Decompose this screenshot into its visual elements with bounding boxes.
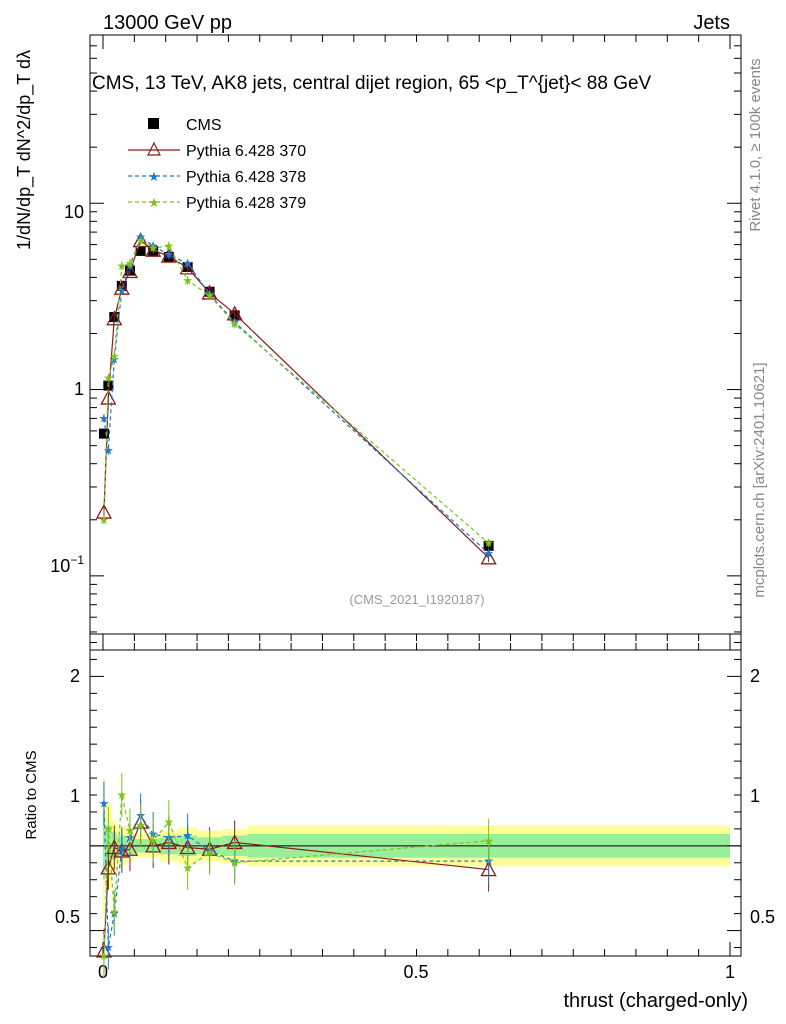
ratio-point-378: ★	[182, 829, 193, 843]
main-point-cms	[135, 245, 146, 256]
ratio-ytick-0p5: 0.5	[55, 907, 80, 927]
main-point-379: ★	[182, 273, 193, 287]
ratio-line-378	[103, 803, 489, 948]
main-point-379: ★	[135, 234, 146, 248]
ratio-ytick-1-right: 1	[750, 786, 760, 806]
main-line-370	[103, 239, 490, 559]
main-point-378: ★	[182, 256, 193, 270]
main-point-379: ★	[148, 241, 159, 255]
ratio-point-379: ★	[116, 788, 127, 802]
ratio-line-379	[103, 794, 489, 957]
main-line-379	[103, 239, 489, 544]
main-point-cms	[98, 428, 109, 439]
ratio-point-378: ★	[99, 796, 110, 810]
main-point-379: ★	[163, 239, 174, 253]
ratio-ytick-2: 2	[70, 666, 80, 686]
ratio-point-379: ★	[163, 815, 174, 829]
ratio-ytick-2-right: 2	[750, 666, 760, 686]
main-ytick-10: 10	[64, 202, 84, 222]
plot-title: CMS, 13 TeV, AK8 jets, central dijet reg…	[92, 73, 652, 94]
legend-marker-378: ★	[148, 169, 160, 184]
xtick-0: 0	[98, 962, 108, 982]
main-point-379: ★	[229, 317, 240, 331]
legend-marker-370	[147, 141, 161, 156]
ratio-point-379: ★	[135, 819, 146, 833]
main-point-378: ★	[116, 284, 127, 298]
ratio-ticks	[90, 634, 741, 956]
main-point-379: ★	[99, 513, 110, 527]
main-point-378: ★	[99, 411, 110, 425]
mcplots-label: mcplots.cern.ch [arXiv:2401.10621]	[751, 362, 768, 597]
main-ytick-0p1: 10−1	[50, 553, 84, 576]
ratio-panel-frame	[89, 633, 742, 957]
main-point-379: ★	[116, 259, 127, 273]
ratio-point-379: ★	[483, 834, 494, 848]
legend-label-379: Pythia 6.428 379	[186, 195, 306, 212]
ratio-point-379: ★	[204, 846, 215, 860]
legend: CMS Pythia 6.428 370 ★ Pythia 6.428 378 …	[128, 117, 306, 212]
rivet-label: Rivet 4.1.0, ≥ 100k events	[747, 58, 764, 231]
ratio-point-378: ★	[103, 941, 114, 955]
main-line-378	[103, 235, 490, 554]
main-point-378: ★	[103, 444, 114, 458]
main-point-370	[145, 241, 162, 257]
main-point-379: ★	[103, 371, 114, 385]
ratio-series: ★★★★★★★ ★ ★★★ ★★★★★★ ★★★★★★★	[95, 773, 497, 978]
main-point-370	[106, 310, 123, 326]
xtick-1: 1	[725, 962, 735, 982]
ratio-ytick-1: 1	[70, 786, 80, 806]
legend-marker-379: ★	[148, 195, 160, 210]
main-point-379: ★	[109, 350, 120, 364]
main-panel-frame	[89, 34, 742, 651]
main-point-378: ★	[483, 546, 494, 560]
main-ylabel: 1/dN/dp_T dN^2/dp_T dλ	[14, 50, 35, 250]
main-point-370	[121, 263, 139, 279]
ratio-point-370	[106, 839, 123, 855]
main-ytick-1: 1	[74, 379, 84, 399]
ratio-point-379: ★	[99, 949, 110, 963]
main-series: ★★★★★★★★★★★★★★★★★★★ ★★★★★	[95, 230, 497, 565]
analysis-tag: (CMS_2021_I1920187)	[349, 592, 484, 607]
legend-label-378: Pythia 6.428 378	[186, 169, 306, 186]
xtick-0p5: 0.5	[403, 962, 428, 982]
main-point-379: ★	[204, 288, 215, 302]
ratio-point-378: ★	[116, 842, 127, 856]
header-left: 13000 GeV pp	[103, 12, 232, 34]
ratio-point-379: ★	[182, 861, 193, 875]
main-point-370	[480, 549, 497, 565]
ratio-point-379: ★	[229, 856, 240, 870]
ratio-point-370	[100, 859, 117, 875]
xlabel: thrust (charged-only)	[563, 990, 748, 1012]
ratio-point-379: ★	[148, 834, 159, 848]
legend-label-370: Pythia 6.428 370	[186, 143, 306, 160]
ratio-point-379: ★	[125, 824, 136, 838]
legend-label-cms: CMS	[186, 117, 222, 134]
legend-marker-cms	[148, 118, 159, 129]
header-right: Jets	[693, 12, 730, 34]
main-ticks	[90, 34, 741, 651]
main-point-379: ★	[483, 536, 494, 550]
main-point-378: ★	[163, 248, 174, 262]
ratio-ylabel: Ratio to CMS	[23, 750, 40, 839]
ratio-point-379: ★	[103, 822, 114, 836]
ratio-ytick-0p5-right: 0.5	[750, 907, 775, 927]
ratio-point-379: ★	[109, 905, 120, 919]
main-point-379: ★	[125, 256, 136, 270]
